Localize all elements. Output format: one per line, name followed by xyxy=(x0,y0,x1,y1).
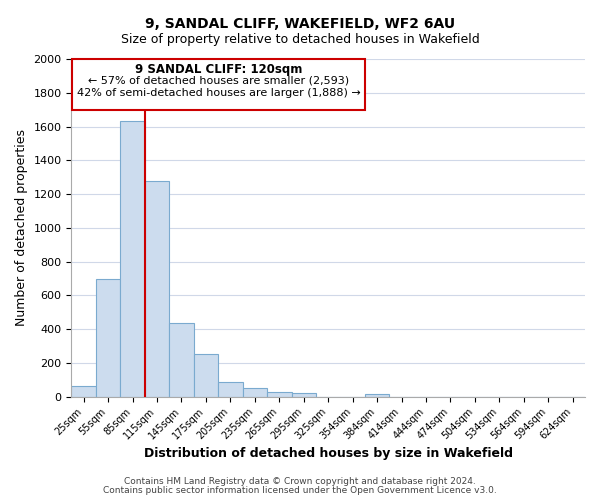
Bar xyxy=(145,180,169,397)
Bar xyxy=(218,382,242,397)
Y-axis label: Number of detached properties: Number of detached properties xyxy=(15,130,28,326)
Text: Contains HM Land Registry data © Crown copyright and database right 2024.: Contains HM Land Registry data © Crown c… xyxy=(124,477,476,486)
X-axis label: Distribution of detached houses by size in Wakefield: Distribution of detached houses by size … xyxy=(144,447,513,460)
Bar xyxy=(96,280,121,397)
Bar xyxy=(72,59,365,110)
Text: 42% of semi-detached houses are larger (1,888) →: 42% of semi-detached houses are larger (… xyxy=(77,88,360,98)
Bar xyxy=(121,120,145,397)
Text: Size of property relative to detached houses in Wakefield: Size of property relative to detached ho… xyxy=(121,32,479,46)
Bar xyxy=(267,392,292,397)
Bar xyxy=(169,324,194,397)
Text: 9, SANDAL CLIFF, WAKEFIELD, WF2 6AU: 9, SANDAL CLIFF, WAKEFIELD, WF2 6AU xyxy=(145,18,455,32)
Bar xyxy=(71,386,96,397)
Text: ← 57% of detached houses are smaller (2,593): ← 57% of detached houses are smaller (2,… xyxy=(88,76,349,86)
Text: 9 SANDAL CLIFF: 120sqm: 9 SANDAL CLIFF: 120sqm xyxy=(135,62,302,76)
Bar xyxy=(242,388,267,397)
Bar xyxy=(365,394,389,397)
Bar xyxy=(292,394,316,397)
Bar xyxy=(194,354,218,397)
Text: Contains public sector information licensed under the Open Government Licence v3: Contains public sector information licen… xyxy=(103,486,497,495)
